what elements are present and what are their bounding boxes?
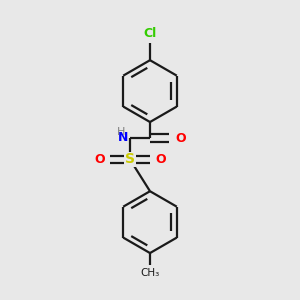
Text: O: O	[94, 153, 105, 166]
Text: CH₃: CH₃	[140, 268, 160, 278]
Text: H: H	[117, 127, 125, 137]
Text: S: S	[125, 152, 135, 167]
Text: N: N	[118, 131, 128, 144]
Text: Cl: Cl	[143, 27, 157, 40]
Text: O: O	[155, 153, 166, 166]
Text: O: O	[176, 132, 186, 145]
